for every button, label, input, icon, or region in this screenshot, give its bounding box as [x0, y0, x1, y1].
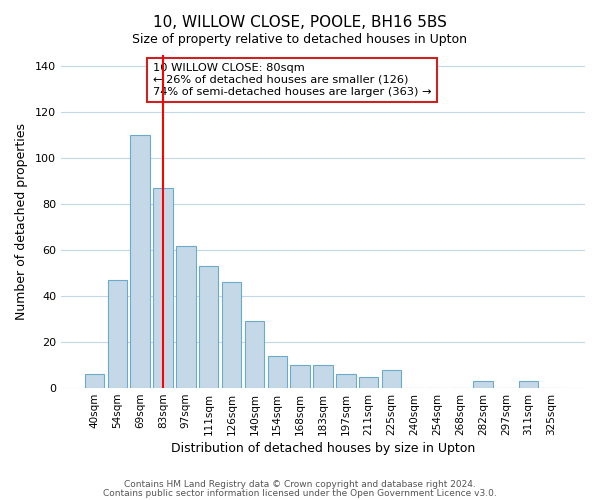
X-axis label: Distribution of detached houses by size in Upton: Distribution of detached houses by size … — [171, 442, 475, 455]
Bar — [222, 282, 241, 388]
Bar — [176, 246, 196, 388]
Bar — [382, 370, 401, 388]
Text: Size of property relative to detached houses in Upton: Size of property relative to detached ho… — [133, 32, 467, 46]
Text: Contains HM Land Registry data © Crown copyright and database right 2024.: Contains HM Land Registry data © Crown c… — [124, 480, 476, 489]
Y-axis label: Number of detached properties: Number of detached properties — [15, 123, 28, 320]
Bar — [245, 322, 264, 388]
Bar — [473, 381, 493, 388]
Bar — [199, 266, 218, 388]
Bar — [313, 365, 332, 388]
Bar — [359, 376, 379, 388]
Text: Contains public sector information licensed under the Open Government Licence v3: Contains public sector information licen… — [103, 488, 497, 498]
Bar — [154, 188, 173, 388]
Bar — [85, 374, 104, 388]
Text: 10 WILLOW CLOSE: 80sqm
← 26% of detached houses are smaller (126)
74% of semi-de: 10 WILLOW CLOSE: 80sqm ← 26% of detached… — [152, 64, 431, 96]
Bar — [130, 136, 150, 388]
Bar — [290, 365, 310, 388]
Text: 10, WILLOW CLOSE, POOLE, BH16 5BS: 10, WILLOW CLOSE, POOLE, BH16 5BS — [153, 15, 447, 30]
Bar — [268, 356, 287, 388]
Bar — [519, 381, 538, 388]
Bar — [107, 280, 127, 388]
Bar — [336, 374, 356, 388]
